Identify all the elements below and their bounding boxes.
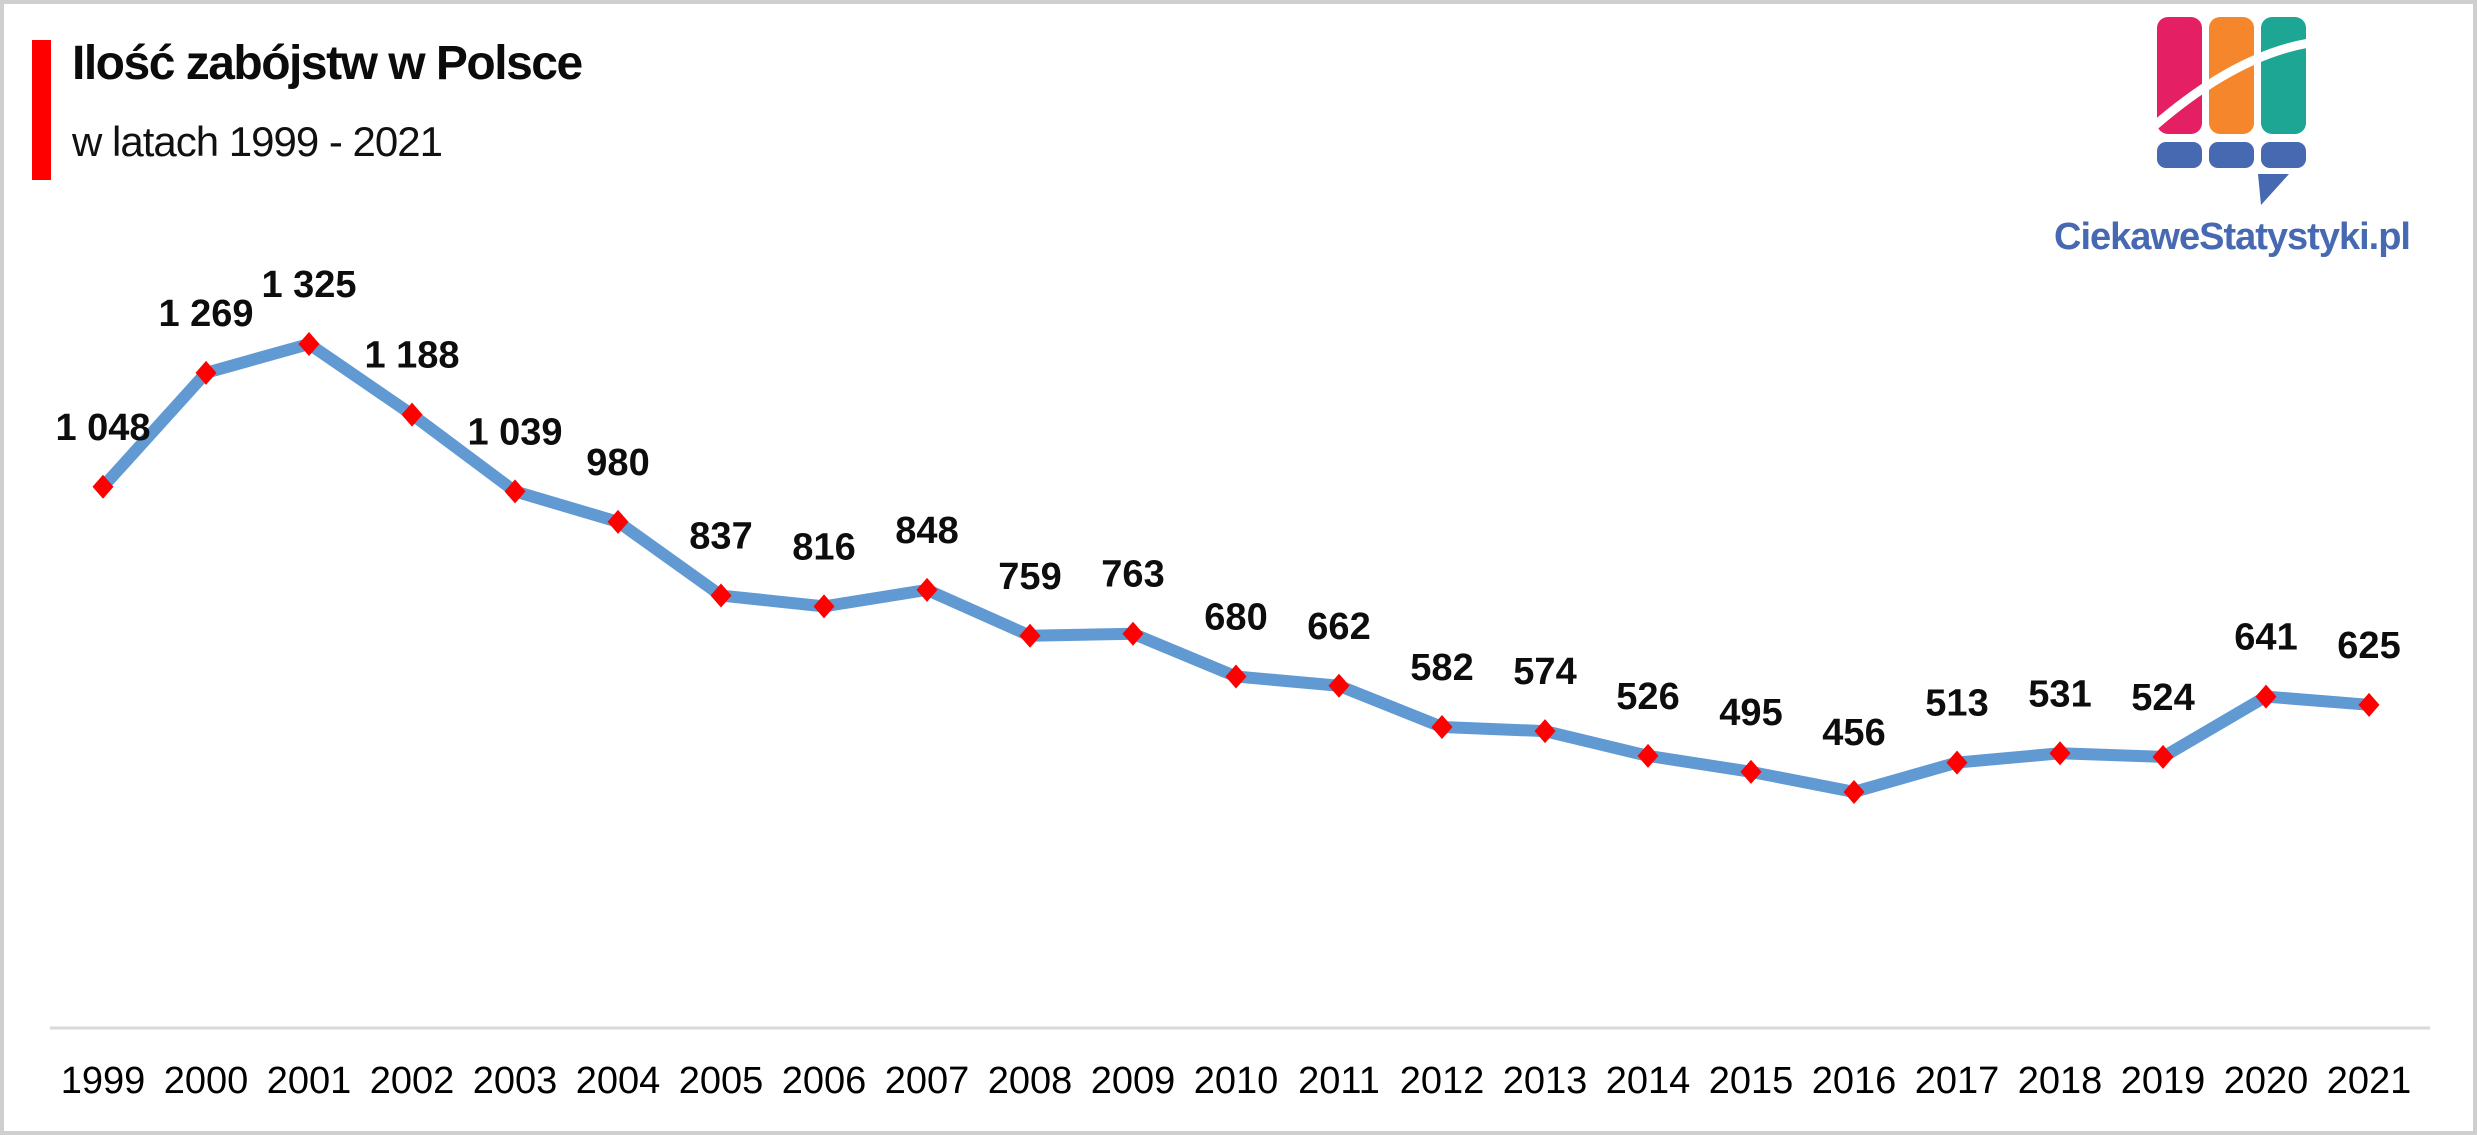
data-label: 816 (792, 526, 855, 568)
data-label: 1 269 (158, 293, 253, 335)
data-point-marker (1946, 750, 1968, 775)
data-point-marker (2255, 684, 2277, 709)
data-point-marker (195, 360, 217, 385)
logo-speech-tail (2258, 174, 2289, 205)
year-tick-label: 2011 (1298, 1060, 1380, 1102)
data-point-marker (504, 479, 526, 504)
data-label: 848 (895, 510, 958, 552)
year-tick-label: 2018 (2018, 1060, 2103, 1102)
year-tick-label: 2017 (1915, 1060, 2000, 1102)
year-tick-label: 2006 (782, 1060, 867, 1102)
year-tick-label: 2010 (1194, 1060, 1279, 1102)
year-tick-label: 2020 (2224, 1060, 2309, 1102)
logo-swoosh (2156, 38, 2308, 131)
data-point-marker (1225, 664, 1247, 689)
year-tick-label: 2007 (885, 1060, 970, 1102)
data-point-marker (1019, 623, 1041, 648)
data-point-marker (1740, 759, 1762, 784)
data-label: 582 (1410, 647, 1473, 689)
data-point-marker (1843, 779, 1865, 804)
data-point-marker (1534, 719, 1556, 744)
year-tick-label: 2015 (1709, 1060, 1794, 1102)
logo-wordmark: CiekaweStatystyki.pl (2054, 216, 2411, 258)
bar-chart-speech-bubble-icon (2156, 17, 2308, 205)
data-point-marker (1328, 673, 1350, 698)
data-label: 526 (1616, 676, 1679, 718)
year-tick-label: 2004 (576, 1060, 661, 1102)
data-point-marker (92, 474, 114, 499)
data-point-marker (710, 583, 732, 608)
year-tick-label: 2008 (988, 1060, 1073, 1102)
chart-title: Ilość zabójstw w Polsce (72, 37, 583, 90)
logo-base-right (2261, 142, 2306, 168)
data-label: 531 (2028, 673, 2091, 715)
data-point-marker (401, 402, 423, 427)
data-label: 1 039 (467, 411, 562, 453)
data-point-marker (1637, 743, 1659, 768)
data-label: 1 048 (55, 407, 150, 449)
data-point-marker (2049, 741, 2071, 766)
year-tick-label: 2000 (164, 1060, 249, 1102)
data-label: 513 (1925, 683, 1988, 725)
year-tick-label: 2021 (2327, 1060, 2412, 1102)
year-tick-label: 2013 (1503, 1060, 1588, 1102)
data-label: 662 (1307, 606, 1370, 648)
data-label: 763 (1101, 554, 1164, 596)
data-point-marker (916, 577, 938, 602)
data-point-marker (1122, 621, 1144, 646)
data-label: 1 188 (364, 335, 459, 377)
chart-subtitle: w latach 1999 - 2021 (72, 118, 443, 165)
year-tick-label: 2005 (679, 1060, 764, 1102)
data-label: 980 (586, 442, 649, 484)
year-tick-label: 2016 (1812, 1060, 1897, 1102)
data-point-marker (813, 594, 835, 619)
data-point-marker (2152, 744, 2174, 769)
data-point-marker (298, 332, 320, 356)
data-label: 524 (2131, 677, 2194, 719)
logo-base-middle (2209, 142, 2254, 168)
data-point-marker (1431, 714, 1453, 739)
data-point-marker (607, 509, 629, 534)
data-point-marker (2358, 692, 2380, 717)
year-tick-label: 2014 (1606, 1060, 1691, 1102)
data-label: 759 (998, 556, 1061, 598)
data-label: 625 (2337, 625, 2400, 667)
year-tick-label: 2012 (1400, 1060, 1485, 1102)
data-label: 495 (1719, 692, 1782, 734)
data-label: 456 (1822, 712, 1885, 754)
year-tick-label: 2001 (267, 1060, 352, 1102)
data-label: 680 (1204, 596, 1267, 638)
data-label: 641 (2234, 617, 2297, 659)
year-tick-label: 2009 (1091, 1060, 1176, 1102)
data-label: 574 (1513, 651, 1576, 693)
logo-base-left (2157, 142, 2202, 168)
ciekawestatystyki-logo: CiekaweStatystyki.pl (2042, 16, 2422, 259)
title-accent-bar (32, 40, 51, 180)
series-line (97, 338, 2375, 798)
year-tick-label: 2003 (473, 1060, 558, 1102)
year-tick-label: 1999 (61, 1060, 146, 1102)
data-label: 837 (689, 516, 752, 558)
year-tick-label: 2019 (2121, 1060, 2206, 1102)
data-label: 1 325 (261, 264, 356, 306)
year-tick-label: 2002 (370, 1060, 455, 1102)
logo-bar-pink (2157, 17, 2202, 134)
